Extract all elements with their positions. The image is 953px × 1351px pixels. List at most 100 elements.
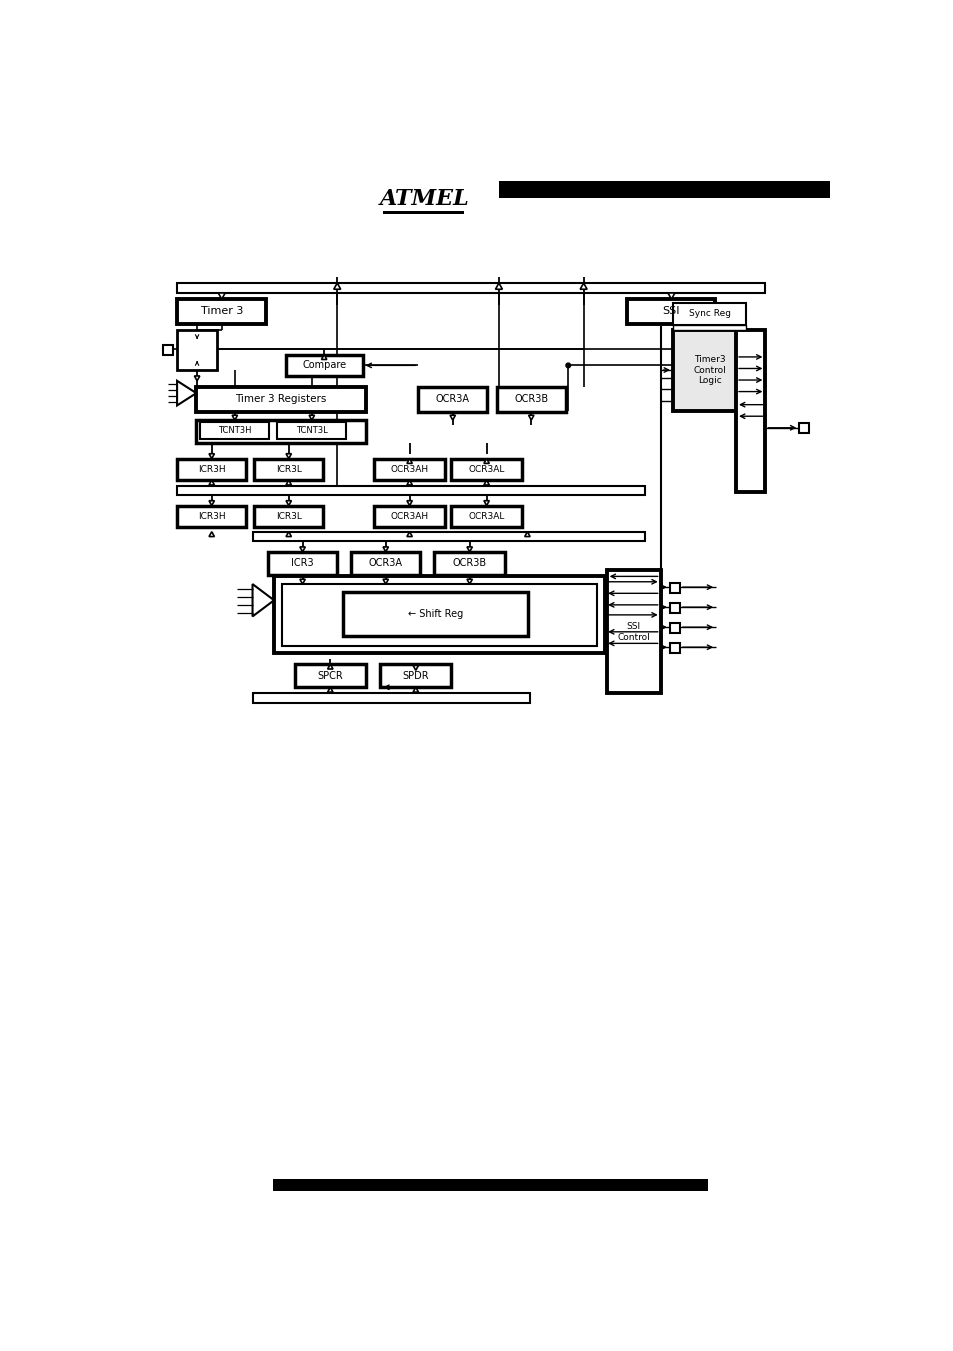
Bar xyxy=(669,603,679,612)
Polygon shape xyxy=(667,293,674,299)
Polygon shape xyxy=(209,532,214,536)
Polygon shape xyxy=(327,665,333,669)
Bar xyxy=(669,582,679,593)
Bar xyxy=(669,643,679,653)
Bar xyxy=(253,505,323,527)
Polygon shape xyxy=(413,666,418,670)
Bar xyxy=(281,584,597,646)
Polygon shape xyxy=(327,688,333,692)
Polygon shape xyxy=(413,688,418,692)
Bar xyxy=(417,386,487,412)
Bar xyxy=(253,693,529,703)
Text: OCR3AH: OCR3AH xyxy=(390,465,428,474)
Polygon shape xyxy=(232,415,237,420)
Polygon shape xyxy=(407,458,412,463)
Polygon shape xyxy=(466,547,472,551)
Polygon shape xyxy=(450,415,455,420)
Bar xyxy=(498,181,829,199)
Bar xyxy=(451,505,521,527)
Bar xyxy=(177,485,644,494)
Bar xyxy=(274,1178,708,1190)
Text: ICR3L: ICR3L xyxy=(275,512,301,521)
Bar xyxy=(294,665,365,688)
Bar xyxy=(383,211,464,215)
Text: Timer 3: Timer 3 xyxy=(200,307,243,316)
Polygon shape xyxy=(218,293,225,299)
Text: ICR3: ICR3 xyxy=(291,558,314,569)
Bar xyxy=(285,354,362,376)
Bar xyxy=(277,423,346,439)
Text: Sync Reg: Sync Reg xyxy=(688,309,730,319)
Bar xyxy=(163,345,173,354)
Text: OCR3AL: OCR3AL xyxy=(468,512,504,521)
Bar xyxy=(606,570,659,693)
Text: TCNT3L: TCNT3L xyxy=(295,427,328,435)
Bar xyxy=(799,423,808,434)
Bar xyxy=(374,458,444,480)
Polygon shape xyxy=(209,480,214,485)
Polygon shape xyxy=(209,454,214,458)
Text: ICR3L: ICR3L xyxy=(275,465,301,474)
Text: OCR3B: OCR3B xyxy=(514,394,548,404)
Bar xyxy=(672,324,745,330)
Polygon shape xyxy=(299,547,305,551)
Bar xyxy=(177,282,763,293)
Polygon shape xyxy=(194,376,199,381)
Bar xyxy=(196,386,365,412)
Polygon shape xyxy=(286,501,291,505)
Polygon shape xyxy=(528,415,534,420)
Circle shape xyxy=(565,363,570,367)
Bar xyxy=(380,665,451,688)
Bar xyxy=(351,551,420,574)
Text: OCR3A: OCR3A xyxy=(436,394,469,404)
Text: SPCR: SPCR xyxy=(317,670,343,681)
Polygon shape xyxy=(483,458,489,463)
Bar xyxy=(253,458,323,480)
Text: OCR3AH: OCR3AH xyxy=(390,512,428,521)
Text: SSI
Control: SSI Control xyxy=(617,621,649,642)
Polygon shape xyxy=(286,532,291,536)
Bar xyxy=(177,458,246,480)
Polygon shape xyxy=(299,580,305,584)
Text: Timer 3 Registers: Timer 3 Registers xyxy=(235,394,326,404)
Bar xyxy=(196,420,365,443)
Bar xyxy=(497,386,565,412)
Text: OCR3AL: OCR3AL xyxy=(468,465,504,474)
Polygon shape xyxy=(483,480,489,485)
Text: ICR3H: ICR3H xyxy=(197,512,225,521)
Bar xyxy=(253,532,644,540)
Text: ATMEL: ATMEL xyxy=(379,188,469,209)
Bar xyxy=(177,505,246,527)
Bar xyxy=(268,551,336,574)
Text: SSI: SSI xyxy=(662,307,679,316)
Polygon shape xyxy=(407,480,412,485)
Text: OCR3A: OCR3A xyxy=(369,558,402,569)
Polygon shape xyxy=(286,454,291,458)
Text: OCR3B: OCR3B xyxy=(452,558,486,569)
Text: TCNT3H: TCNT3H xyxy=(218,427,252,435)
Bar xyxy=(177,299,265,324)
Polygon shape xyxy=(495,282,502,289)
Bar xyxy=(736,330,764,492)
Polygon shape xyxy=(209,501,214,505)
Bar xyxy=(672,330,745,411)
Polygon shape xyxy=(383,580,388,584)
Bar xyxy=(434,551,504,574)
Polygon shape xyxy=(466,580,472,584)
Bar xyxy=(200,423,269,439)
Polygon shape xyxy=(483,501,489,505)
Polygon shape xyxy=(321,354,327,359)
Polygon shape xyxy=(383,547,388,551)
Polygon shape xyxy=(579,282,586,289)
Bar xyxy=(626,299,715,324)
Text: ICR3H: ICR3H xyxy=(197,465,225,474)
Polygon shape xyxy=(407,532,412,536)
Bar xyxy=(343,592,528,636)
Bar xyxy=(451,458,521,480)
Text: ← Shift Reg: ← Shift Reg xyxy=(408,609,463,619)
Polygon shape xyxy=(334,282,340,289)
Bar xyxy=(274,577,604,654)
Polygon shape xyxy=(286,480,291,485)
Polygon shape xyxy=(407,501,412,505)
Text: Compare: Compare xyxy=(302,361,346,370)
